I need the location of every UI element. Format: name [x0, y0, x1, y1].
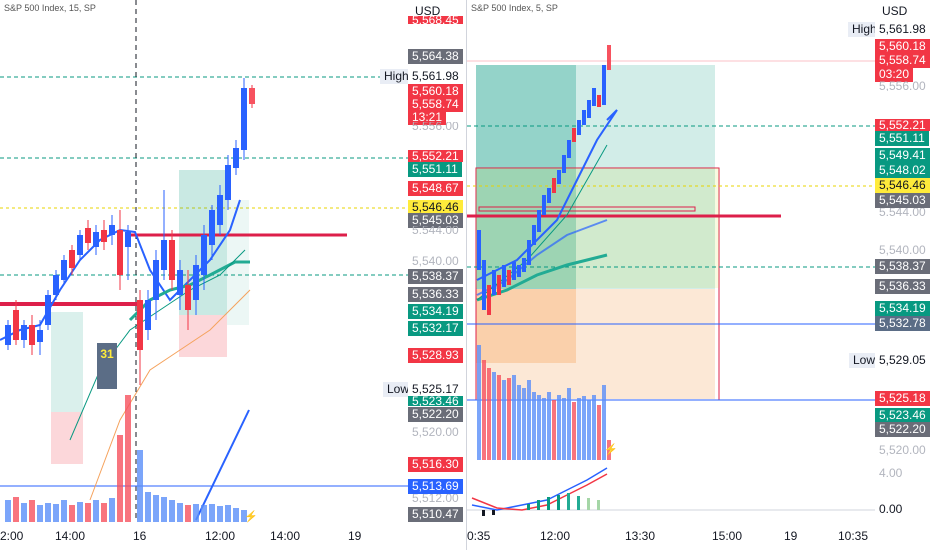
long-target-zone: [51, 312, 83, 412]
ema-slowest: [89, 289, 251, 501]
left-x-tick-2: 16: [133, 529, 147, 543]
right-price-label-5: 5,552.21: [875, 119, 930, 131]
left-price-label-16: 5,534.19: [408, 304, 463, 319]
osc-label-zero: 0.00: [879, 502, 903, 516]
right-price-label-15: 5,534.19: [875, 301, 930, 316]
left-price-label-14: 5,538.37: [408, 269, 463, 284]
right-price-label-8: 5,548.02: [875, 163, 930, 178]
right-price-label-13: 5,538.37: [875, 259, 930, 274]
left-x-tick-4: 14:00: [270, 529, 301, 543]
right-x-tick-4: 19: [784, 529, 798, 543]
left-currency[interactable]: USD: [415, 4, 441, 18]
left-price-label-10: 5,546.46: [408, 200, 463, 215]
left-price-label-2: 5,561.98: [412, 69, 459, 83]
right-x-tick-3: 15:00: [712, 529, 743, 543]
right-price-label-2: 5,558.74: [875, 53, 930, 68]
right-price-label-20: 5,522.20: [875, 422, 930, 437]
lightning-icon[interactable]: ⚡: [244, 511, 258, 523]
left-price-label-6: 5,556.00: [412, 122, 459, 130]
left-x-tick-0: 2:00: [0, 529, 24, 543]
right-countdown: 03:20: [875, 67, 914, 82]
right-stop-zone-inner: [476, 289, 576, 363]
left-price-label-26: 5,510.47: [408, 507, 463, 522]
left-chart-title: S&P 500 Index, 15, SP: [4, 3, 96, 13]
left-price-label-3: 5,560.18: [408, 84, 463, 99]
right-price-label-1: 5,560.18: [875, 39, 930, 54]
left-x-tick-5: 19: [348, 529, 362, 543]
right-price-label-4: 5,556.00: [879, 81, 926, 91]
right-price-label-17: 5,529.05: [879, 353, 926, 367]
position-stop-zone: [179, 315, 227, 357]
left-price-label-9: 5,548.67: [408, 181, 463, 196]
left-price-label-0: 5,568.45: [408, 16, 463, 24]
right-x-tick-0: 0:35: [467, 529, 491, 543]
right-price-label-12: 5,540.00: [879, 243, 926, 257]
right-volume: [477, 345, 611, 460]
right-currency[interactable]: USD: [882, 4, 908, 18]
r-lightning-icon[interactable]: ⚡: [604, 444, 618, 456]
left-low-tag: Low: [383, 382, 408, 397]
left-candles: [5, 78, 255, 385]
right-price-label-11: 5,544.00: [879, 208, 926, 216]
right-price-label-9: 5,546.46: [875, 178, 930, 193]
left-price-label-22: 5,520.00: [412, 425, 459, 439]
left-price-label-19: 5,525.17: [412, 382, 459, 396]
right-price-label-6: 5,551.11: [875, 131, 929, 146]
left-price-label-25: 5,512.00: [412, 494, 459, 503]
left-chart-pane[interactable]: S&P 500 Index, 15, SP 31 ⚡ High Low 2:00…: [0, 0, 408, 550]
left-x-tick-1: 14:00: [55, 529, 86, 543]
right-chart-canvas[interactable]: [467, 0, 875, 550]
left-price-axis[interactable]: USD 5,568.45 5,564.38 5,561.98 5,560.18 …: [408, 0, 466, 550]
right-chart-title: S&P 500 Index, 5, SP: [471, 3, 558, 13]
macd-histogram: [482, 493, 600, 516]
long-stop-zone: [51, 412, 83, 464]
right-price-label-21: 5,520.00: [879, 443, 926, 457]
right-candles: [477, 45, 611, 315]
right-price-label-16: 5,532.78: [875, 316, 930, 331]
right-x-tick-5: 10:35: [838, 529, 869, 543]
left-price-label-17: 5,532.17: [408, 321, 463, 336]
left-price-label-1: 5,564.38: [408, 49, 463, 64]
right-x-tick-1: 12:00: [540, 529, 571, 543]
trend-line: [195, 409, 250, 521]
left-high-tag: High: [380, 69, 408, 84]
osc-label-upper: 4.00: [879, 466, 903, 480]
right-chart-pane[interactable]: S&P 500 Index, 5, SP ⚡ High Low 0:35 12:…: [467, 0, 875, 550]
left-price-label-23: 5,516.30: [408, 457, 463, 472]
right-price-label-14: 5,536.33: [875, 279, 930, 294]
r-resistance-box: [478, 206, 696, 212]
right-price-label-0: 5,561.98: [879, 22, 926, 36]
left-x-tick-3: 12:00: [205, 529, 236, 543]
left-price-label-4: 5,558.74: [408, 97, 463, 112]
left-price-label-12: 5,544.00: [412, 226, 459, 234]
left-price-label-18: 5,528.93: [408, 348, 463, 363]
left-volume: [5, 395, 247, 522]
right-price-axis[interactable]: USD 5,561.98 5,560.18 5,558.74 03:20 5,5…: [875, 0, 932, 550]
left-price-label-24: 5,513.69: [408, 479, 463, 494]
right-low-tag: Low: [849, 353, 875, 368]
pane-divider[interactable]: [466, 0, 467, 550]
left-price-label-15: 5,536.33: [408, 287, 463, 302]
right-price-label-19: 5,523.46: [875, 408, 930, 423]
right-price-label-7: 5,549.41: [875, 148, 930, 163]
right-price-label-18: 5,525.18: [875, 391, 930, 406]
left-price-label-7: 5,552.21: [408, 150, 463, 162]
right-x-tick-2: 13:30: [625, 529, 656, 543]
left-price-label-13: 5,540.00: [412, 254, 459, 268]
left-price-label-8: 5,551.11: [408, 162, 462, 177]
right-price-label-10: 5,545.03: [875, 193, 930, 208]
left-countdown: 13:21: [408, 110, 447, 125]
left-price-label-20: 5,523.46: [408, 396, 463, 406]
right-high-tag: High: [848, 22, 875, 37]
left-price-label-11: 5,545.03: [408, 213, 463, 228]
left-chart-canvas[interactable]: [0, 0, 408, 550]
left-price-label-21: 5,522.20: [408, 407, 463, 422]
event-badge[interactable]: 31: [97, 343, 117, 389]
